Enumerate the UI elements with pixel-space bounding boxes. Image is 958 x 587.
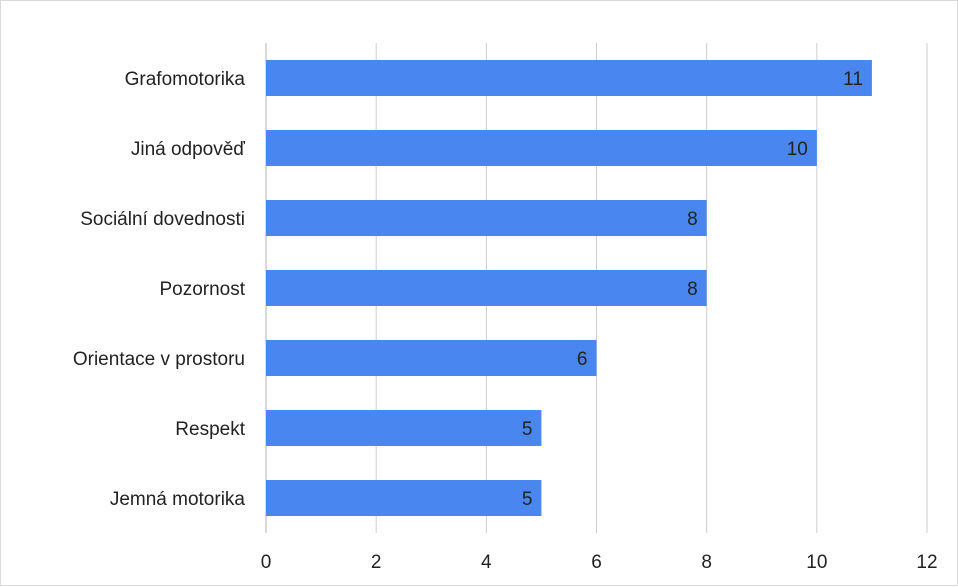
bar (266, 410, 542, 446)
bar (266, 200, 707, 236)
x-tick-label: 12 (916, 552, 937, 573)
bar (266, 130, 817, 166)
data-label: 5 (522, 419, 533, 440)
x-tick-label: 6 (591, 552, 602, 573)
x-tick-label: 8 (701, 552, 712, 573)
category-label: Jemná motorika (110, 489, 246, 510)
data-label: 6 (577, 349, 588, 370)
x-tick-label: 2 (371, 552, 382, 573)
category-label: Respekt (175, 419, 245, 440)
data-label: 8 (687, 279, 698, 300)
x-tick-label: 0 (261, 552, 272, 573)
data-label: 5 (522, 489, 533, 510)
category-label: Jiná odpověď (131, 139, 245, 160)
x-tick-label: 4 (481, 552, 492, 573)
category-label: Sociální dovednosti (80, 209, 245, 230)
bar (266, 270, 707, 306)
data-label: 10 (787, 139, 808, 160)
labels-layer: 0 2 4 6 8 10 12 Grafomotorika 11 Jiná odpověď 10 So… (73, 69, 938, 573)
data-label: 11 (843, 69, 863, 90)
category-label: Orientace v prostoru (73, 349, 245, 370)
bars-layer (266, 60, 872, 516)
bar (266, 340, 597, 376)
data-label: 8 (687, 209, 698, 230)
x-tick-label: 10 (806, 552, 827, 573)
category-label: Grafomotorika (125, 69, 246, 90)
bar (266, 480, 542, 516)
category-label: Pozornost (159, 279, 245, 300)
bar (266, 60, 872, 96)
